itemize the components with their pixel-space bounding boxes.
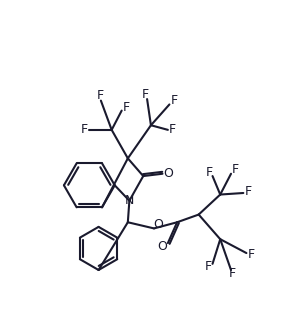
- Text: F: F: [97, 89, 104, 102]
- Text: F: F: [142, 88, 149, 101]
- Text: O: O: [153, 218, 163, 231]
- Text: O: O: [164, 167, 174, 180]
- Text: F: F: [80, 124, 88, 136]
- Text: F: F: [206, 166, 213, 179]
- Text: F: F: [169, 124, 176, 136]
- Text: F: F: [244, 185, 251, 198]
- Text: F: F: [204, 260, 211, 273]
- Text: F: F: [247, 248, 255, 261]
- Text: N: N: [125, 194, 134, 207]
- Text: F: F: [229, 267, 236, 280]
- Text: O: O: [157, 240, 167, 253]
- Text: F: F: [123, 101, 130, 114]
- Text: F: F: [231, 163, 238, 176]
- Text: F: F: [171, 94, 177, 107]
